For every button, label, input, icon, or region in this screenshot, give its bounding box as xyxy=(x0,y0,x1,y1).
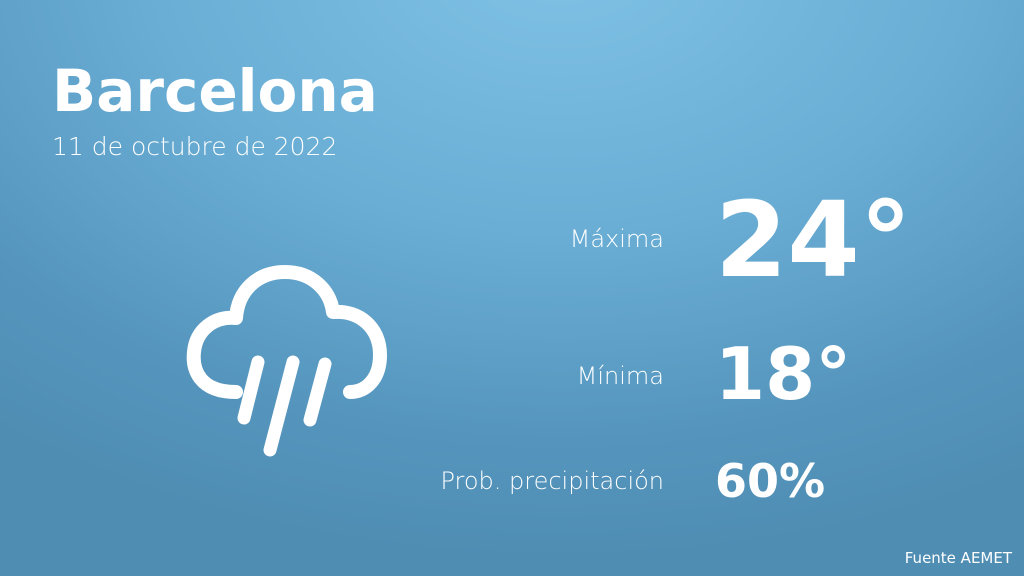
source-credit: Fuente AEMET xyxy=(904,549,1012,567)
min-label: Mínima xyxy=(576,362,664,390)
precip-value: 60% xyxy=(715,454,826,508)
max-label: Máxima xyxy=(569,225,664,253)
precip-label: Prob. precipitación xyxy=(440,467,664,495)
city-title: Barcelona xyxy=(52,57,378,125)
max-value: 24° xyxy=(715,179,912,301)
forecast-date: 11 de octubre de 2022 xyxy=(52,132,338,161)
min-value: 18° xyxy=(715,332,852,416)
